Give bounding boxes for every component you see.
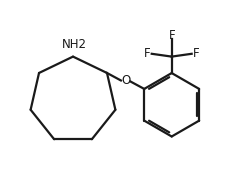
Text: F: F xyxy=(168,29,175,42)
Text: F: F xyxy=(193,47,199,60)
Text: O: O xyxy=(121,74,130,88)
Text: NH2: NH2 xyxy=(62,38,87,51)
Text: F: F xyxy=(144,47,151,60)
